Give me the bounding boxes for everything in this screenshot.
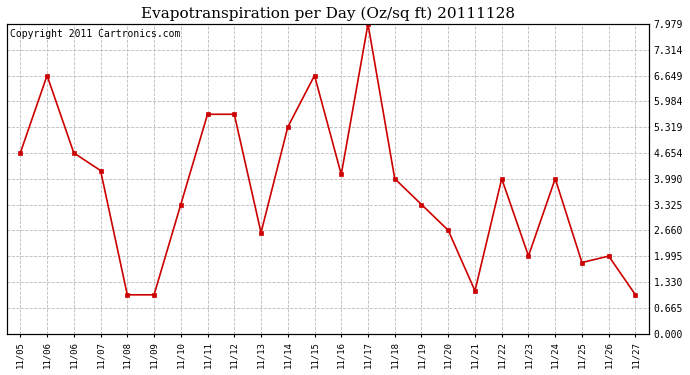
Text: Copyright 2011 Cartronics.com: Copyright 2011 Cartronics.com [10,28,181,39]
Title: Evapotranspiration per Day (Oz/sq ft) 20111128: Evapotranspiration per Day (Oz/sq ft) 20… [141,7,515,21]
